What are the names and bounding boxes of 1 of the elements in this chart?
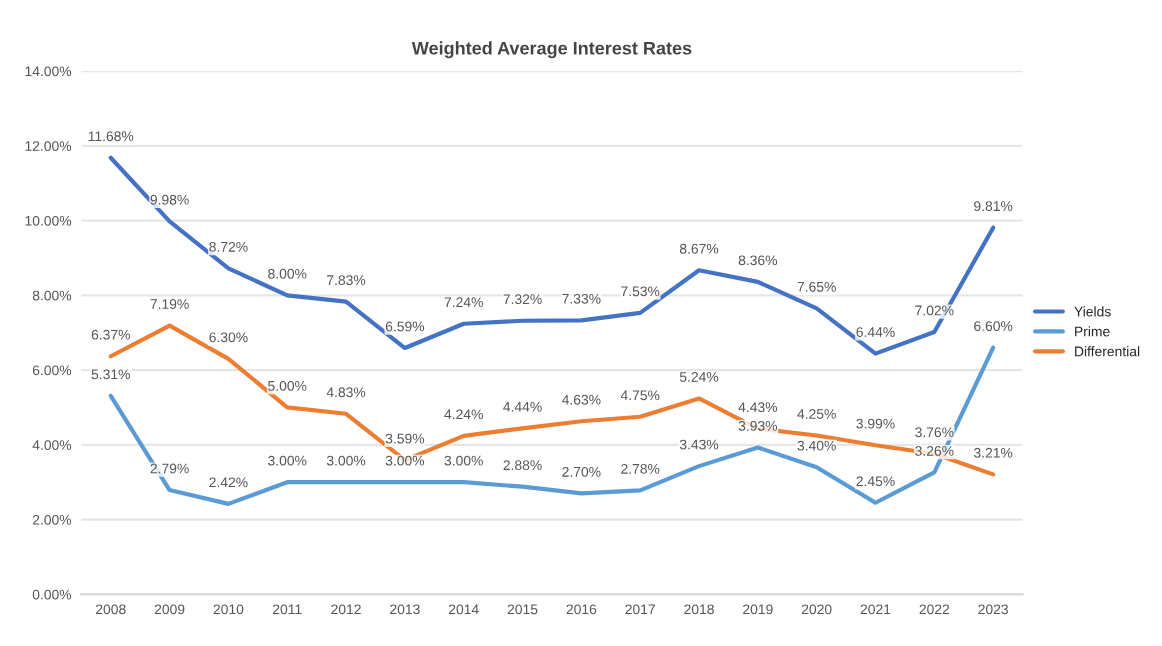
chart-title: Weighted Average Interest Rates: [411, 41, 692, 59]
